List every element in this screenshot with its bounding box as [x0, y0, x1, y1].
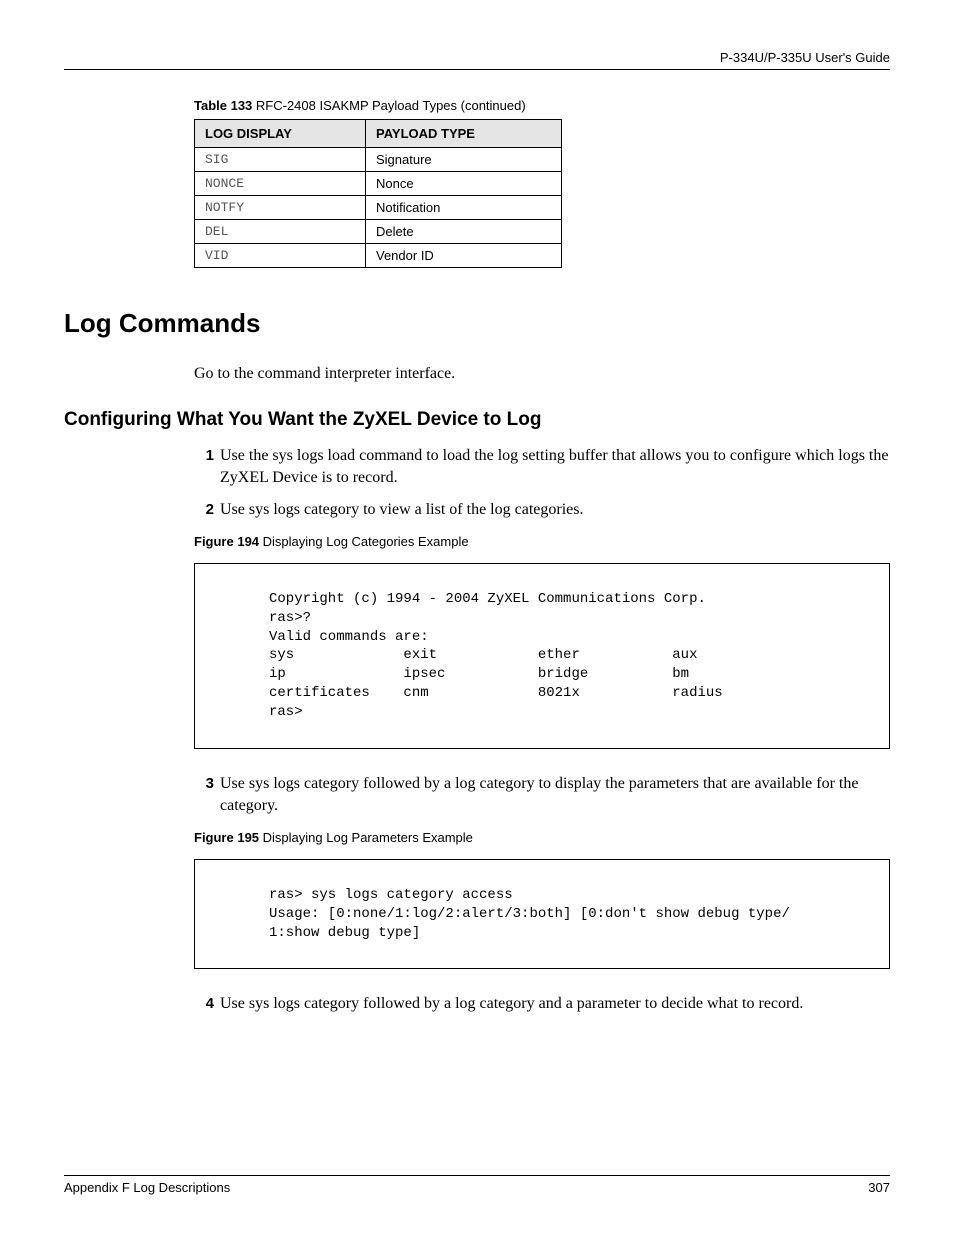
table-header-row: LOG DISPLAY PAYLOAD TYPE — [195, 120, 562, 148]
figure-194-code: Copyright (c) 1994 - 2004 ZyXEL Communic… — [269, 590, 871, 722]
table-133-caption: Table 133 RFC-2408 ISAKMP Payload Types … — [194, 98, 890, 113]
cell-log-display: SIG — [195, 148, 366, 172]
figure-195-code: ras> sys logs category access Usage: [0:… — [269, 886, 871, 943]
cell-log-display: NONCE — [195, 172, 366, 196]
cell-payload-type: Nonce — [366, 172, 562, 196]
th-payload-type: PAYLOAD TYPE — [366, 120, 562, 148]
footer-appendix: Appendix F Log Descriptions — [64, 1180, 230, 1195]
figure-195-title: Displaying Log Parameters Example — [259, 830, 473, 845]
figure-194-title: Displaying Log Categories Example — [259, 534, 469, 549]
step-2: 2 Use sys logs category to view a list o… — [194, 499, 890, 521]
figure-194-codebox: Copyright (c) 1994 - 2004 ZyXEL Communic… — [194, 563, 890, 749]
step-text: Use sys logs category to view a list of … — [220, 499, 583, 521]
table-row: VID Vendor ID — [195, 244, 562, 268]
cell-payload-type: Signature — [366, 148, 562, 172]
step-number: 2 — [194, 499, 214, 521]
step-number: 4 — [194, 993, 214, 1015]
header-guide-title: P-334U/P-335U User's Guide — [720, 50, 890, 65]
figure-194-caption: Figure 194 Displaying Log Categories Exa… — [194, 534, 890, 549]
cell-payload-type: Delete — [366, 220, 562, 244]
figure-195-codebox: ras> sys logs category access Usage: [0:… — [194, 859, 890, 970]
table-133: LOG DISPLAY PAYLOAD TYPE SIG Signature N… — [194, 119, 562, 268]
cell-log-display: VID — [195, 244, 366, 268]
figure-195-caption: Figure 195 Displaying Log Parameters Exa… — [194, 830, 890, 845]
heading-log-commands: Log Commands — [64, 308, 890, 339]
table-row: NONCE Nonce — [195, 172, 562, 196]
page-header: P-334U/P-335U User's Guide — [64, 50, 890, 70]
heading-configuring: Configuring What You Want the ZyXEL Devi… — [64, 409, 890, 431]
footer-page-number: 307 — [868, 1180, 890, 1195]
table-row: DEL Delete — [195, 220, 562, 244]
table-row: NOTFY Notification — [195, 196, 562, 220]
th-log-display: LOG DISPLAY — [195, 120, 366, 148]
step-number: 3 — [194, 773, 214, 818]
intro-paragraph: Go to the command interpreter interface. — [194, 363, 890, 385]
step-4: 4 Use sys logs category followed by a lo… — [194, 993, 890, 1015]
step-text: Use sys logs category followed by a log … — [220, 773, 890, 818]
step-text: Use the sys logs load command to load th… — [220, 445, 890, 490]
table-row: SIG Signature — [195, 148, 562, 172]
cell-log-display: NOTFY — [195, 196, 366, 220]
table-133-title: RFC-2408 ISAKMP Payload Types (continued… — [252, 98, 525, 113]
table-133-number: Table 133 — [194, 98, 252, 113]
figure-195-number: Figure 195 — [194, 830, 259, 845]
page-footer: Appendix F Log Descriptions 307 — [64, 1175, 890, 1195]
step-3: 3 Use sys logs category followed by a lo… — [194, 773, 890, 818]
step-number: 1 — [194, 445, 214, 490]
cell-payload-type: Vendor ID — [366, 244, 562, 268]
step-1: 1 Use the sys logs load command to load … — [194, 445, 890, 490]
figure-194-number: Figure 194 — [194, 534, 259, 549]
cell-log-display: DEL — [195, 220, 366, 244]
step-text: Use sys logs category followed by a log … — [220, 993, 803, 1015]
cell-payload-type: Notification — [366, 196, 562, 220]
page: P-334U/P-335U User's Guide Table 133 RFC… — [0, 0, 954, 1235]
